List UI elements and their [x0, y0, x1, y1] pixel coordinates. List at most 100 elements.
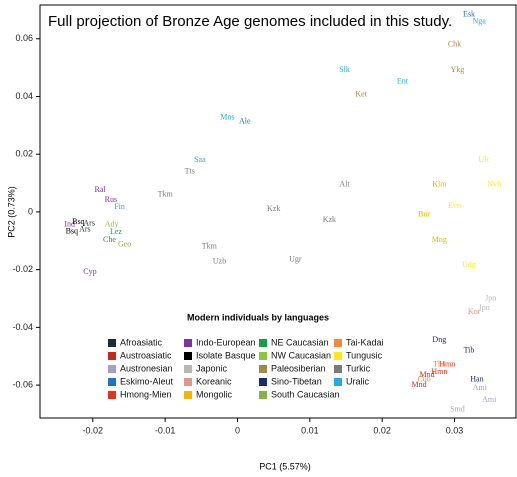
point-label: Mns	[220, 113, 234, 122]
x-tick-label: 0.03	[446, 425, 464, 435]
point-label: Saa	[194, 155, 206, 164]
point-label: Kor	[468, 307, 481, 316]
point-label: Jpn	[485, 293, 496, 302]
legend-swatch	[184, 339, 192, 347]
legend-swatch	[259, 352, 267, 360]
y-tick-label: -0.04	[12, 322, 33, 332]
y-tick-label: 0.04	[15, 91, 33, 101]
legend-label: NW Caucasian	[271, 350, 331, 360]
legend-label: Hmong-Mien	[120, 389, 172, 399]
legend-label: Koreanic	[196, 376, 232, 386]
point-label: Ind	[64, 220, 75, 229]
point-label: Geo	[118, 240, 131, 249]
point-label: Ale	[239, 117, 251, 126]
point-label: Rus	[105, 195, 117, 204]
point-label: Tkm	[202, 242, 218, 251]
legend-swatch	[334, 352, 342, 360]
point-label: Hmn	[439, 360, 455, 369]
point-label: Tha	[433, 360, 446, 369]
legend-label: South Caucasian	[271, 389, 340, 399]
point-label: Bsq	[72, 217, 84, 226]
point-label: Kzk	[267, 204, 280, 213]
point-label: Jpn	[479, 303, 490, 312]
legend-label: Eskimo-Aleut	[120, 376, 174, 386]
x-tick-label: -0.01	[155, 425, 176, 435]
y-tick-label: 0	[28, 206, 33, 216]
point-label: Ars	[83, 218, 95, 227]
point-label: Bur	[418, 210, 430, 219]
point-label: Mnd	[412, 380, 427, 389]
point-label: Mnd	[419, 370, 434, 379]
legend-swatch	[108, 391, 116, 399]
legend-label: Indo-European	[196, 337, 256, 347]
x-axis-label: PC1 (5.57%)	[259, 461, 311, 471]
legend-label: Paleosiberian	[271, 363, 326, 373]
legend-swatch	[334, 378, 342, 386]
x-tick-label: -0.02	[83, 425, 104, 435]
legend-label: Mongolic	[196, 389, 233, 399]
legend-label: Tungusic	[346, 350, 383, 360]
point-label: Ket	[355, 90, 367, 99]
legend-label: Tai-Kadai	[346, 337, 384, 347]
point-label: Cyp	[83, 267, 96, 276]
y-tick-label: -0.02	[12, 264, 33, 274]
legend-label: Austronesian	[120, 363, 173, 373]
point-label: Lez	[110, 227, 122, 236]
legend-label: Afroasiatic	[120, 337, 163, 347]
point-label: Dng	[432, 335, 446, 344]
legend-label: Austroasiatic	[120, 350, 172, 360]
point-label: Nga	[472, 17, 486, 26]
point-label: Tts	[185, 167, 195, 176]
point-label: Evn	[448, 201, 461, 210]
point-label: Hmn	[431, 367, 447, 376]
y-axis-label: PC2 (0.73%)	[6, 186, 16, 238]
point-label: Ulc	[478, 155, 490, 164]
legend-swatch	[259, 378, 267, 386]
point-label: Alt	[339, 180, 350, 189]
point-label: Udg	[462, 260, 476, 269]
legend-swatch	[108, 378, 116, 386]
legend-swatch	[259, 339, 267, 347]
legend-label: NE Caucasian	[271, 337, 329, 347]
point-label: Chk	[448, 40, 461, 49]
point-label: Nvh	[487, 180, 501, 189]
point-label: Ugr	[289, 255, 302, 264]
point-label: Ent	[397, 77, 409, 86]
point-label: Tkm	[158, 189, 174, 198]
point-label: Ami	[482, 395, 497, 404]
legend-label: Sino-Tibetan	[271, 376, 322, 386]
x-tick-label: 0.01	[301, 425, 319, 435]
point-label: Ars	[79, 225, 91, 234]
point-label: Han	[470, 375, 483, 384]
point-label: Ami	[473, 383, 488, 392]
legend-label: Uralic	[346, 376, 370, 386]
y-tick-label: 0.02	[15, 149, 33, 159]
legend-swatch	[184, 365, 192, 373]
legend-swatch	[184, 391, 192, 399]
legend-swatch	[259, 391, 267, 399]
legend-label: Turkic	[346, 363, 371, 373]
point-label: Kzk	[323, 215, 336, 224]
point-label: Fin	[114, 202, 125, 211]
point-label: Che	[103, 235, 116, 244]
point-label: Uzb	[213, 257, 226, 266]
point-label: Ykg	[451, 65, 465, 74]
legend-swatch	[184, 378, 192, 386]
legend-swatch	[184, 352, 192, 360]
y-tick-label: 0.06	[15, 33, 33, 43]
point-label: Tib	[464, 345, 475, 354]
point-label: Cub	[417, 375, 430, 384]
legend-swatch	[334, 339, 342, 347]
point-label: Klm	[432, 180, 447, 189]
legend-swatch	[108, 339, 116, 347]
point-label: Ral	[94, 185, 106, 194]
chart-title: Full projection of Bronze Age genomes in…	[48, 13, 452, 30]
legend-swatch	[108, 352, 116, 360]
point-label: Ady	[105, 220, 119, 229]
legend-swatch	[334, 365, 342, 373]
point-label: Bsq	[66, 227, 78, 236]
legend-label: Isolate Basque	[196, 350, 256, 360]
point-label: Esk	[463, 10, 475, 19]
point-label: Smd	[450, 405, 465, 414]
